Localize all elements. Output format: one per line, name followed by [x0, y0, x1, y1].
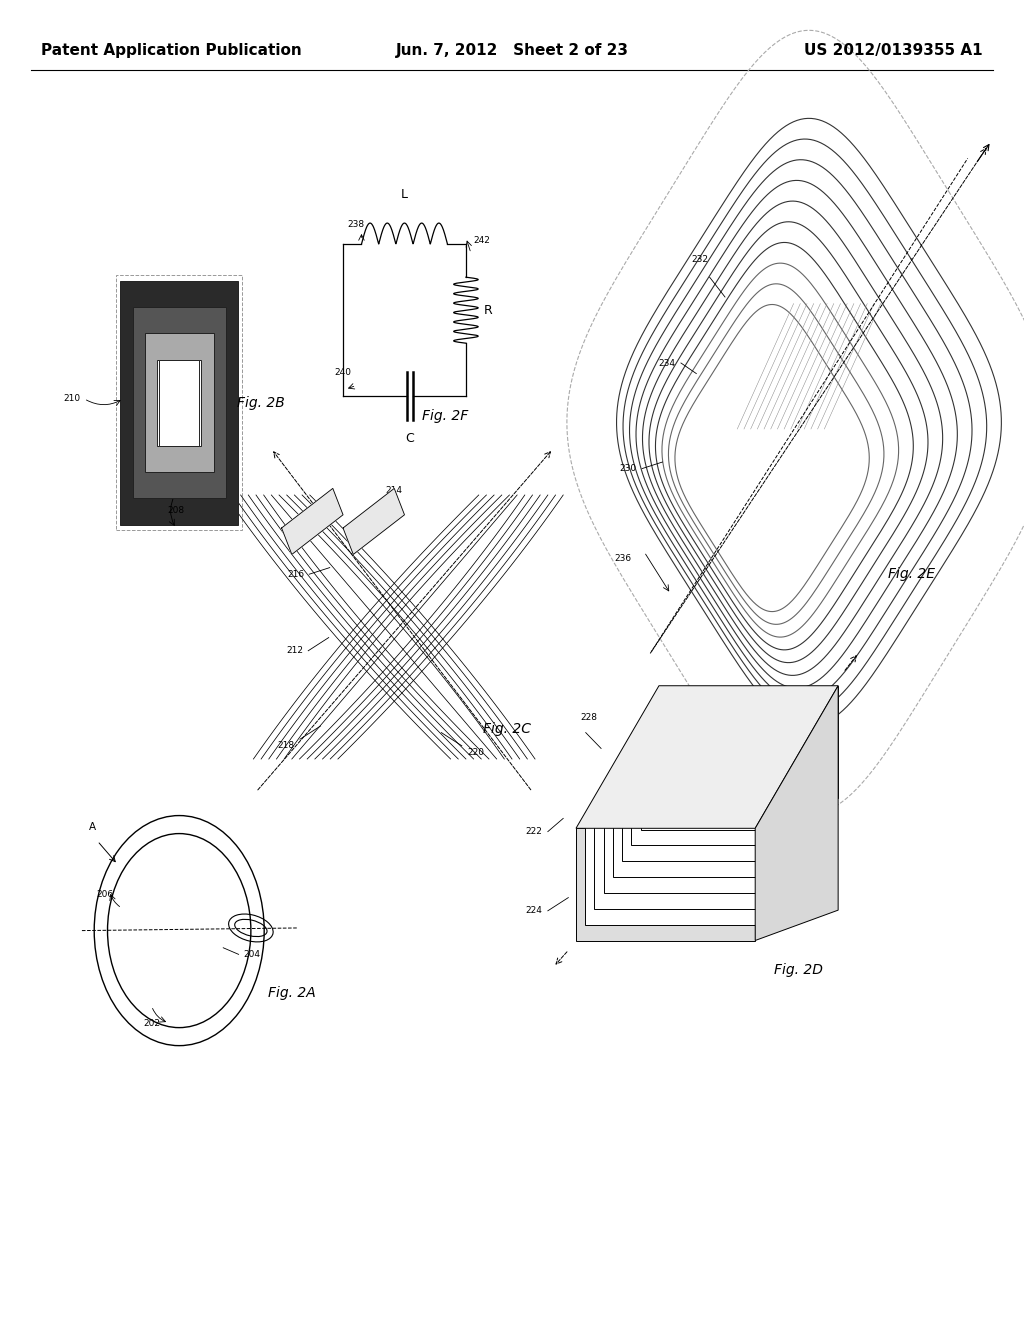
Text: 212: 212 [286, 647, 303, 655]
Text: Fig. 2B: Fig. 2B [238, 396, 285, 409]
Text: 236: 236 [614, 554, 632, 562]
FancyBboxPatch shape [594, 796, 774, 908]
Text: L: L [401, 187, 408, 201]
FancyBboxPatch shape [160, 360, 199, 446]
Text: Patent Application Publication: Patent Application Publication [41, 42, 302, 58]
FancyBboxPatch shape [575, 829, 756, 940]
Text: Fig. 2A: Fig. 2A [268, 986, 315, 999]
Text: 218: 218 [278, 742, 295, 750]
Text: 238: 238 [348, 220, 365, 228]
Polygon shape [282, 488, 343, 554]
Text: 222: 222 [526, 828, 543, 836]
Text: 220: 220 [467, 748, 484, 756]
FancyBboxPatch shape [612, 764, 793, 876]
Text: 224: 224 [526, 907, 543, 915]
Text: 208: 208 [168, 506, 184, 515]
Text: 230: 230 [620, 465, 637, 473]
FancyBboxPatch shape [145, 334, 213, 473]
Text: 228: 228 [581, 713, 598, 722]
Text: 226: 226 [766, 725, 783, 733]
FancyBboxPatch shape [631, 733, 811, 845]
Text: US 2012/0139355 A1: US 2012/0139355 A1 [805, 42, 983, 58]
FancyBboxPatch shape [641, 718, 819, 829]
FancyBboxPatch shape [133, 308, 225, 499]
FancyBboxPatch shape [623, 748, 801, 861]
FancyBboxPatch shape [158, 360, 201, 446]
FancyBboxPatch shape [586, 812, 764, 924]
FancyBboxPatch shape [659, 685, 838, 797]
Text: 204: 204 [244, 950, 261, 958]
FancyBboxPatch shape [604, 780, 782, 892]
Text: 216: 216 [287, 570, 304, 578]
Polygon shape [343, 488, 404, 554]
Text: R: R [484, 304, 493, 317]
FancyBboxPatch shape [649, 702, 828, 813]
Polygon shape [756, 685, 838, 940]
Text: Fig. 2C: Fig. 2C [483, 722, 530, 735]
Text: Jun. 7, 2012   Sheet 2 of 23: Jun. 7, 2012 Sheet 2 of 23 [395, 42, 629, 58]
Text: Fig. 2F: Fig. 2F [422, 409, 469, 422]
Text: 202: 202 [143, 1019, 160, 1028]
Polygon shape [575, 685, 838, 829]
Text: C: C [406, 432, 414, 445]
Text: 214: 214 [386, 486, 402, 495]
Text: 232: 232 [691, 255, 708, 264]
Text: 240: 240 [334, 368, 351, 376]
Text: 234: 234 [658, 359, 676, 367]
Text: Fig. 2D: Fig. 2D [774, 964, 823, 977]
Text: 206: 206 [96, 891, 114, 899]
FancyBboxPatch shape [121, 281, 238, 525]
Text: 210: 210 [63, 395, 81, 403]
Text: 242: 242 [473, 236, 489, 244]
Text: A: A [89, 821, 95, 832]
Text: Fig. 2E: Fig. 2E [888, 568, 935, 581]
